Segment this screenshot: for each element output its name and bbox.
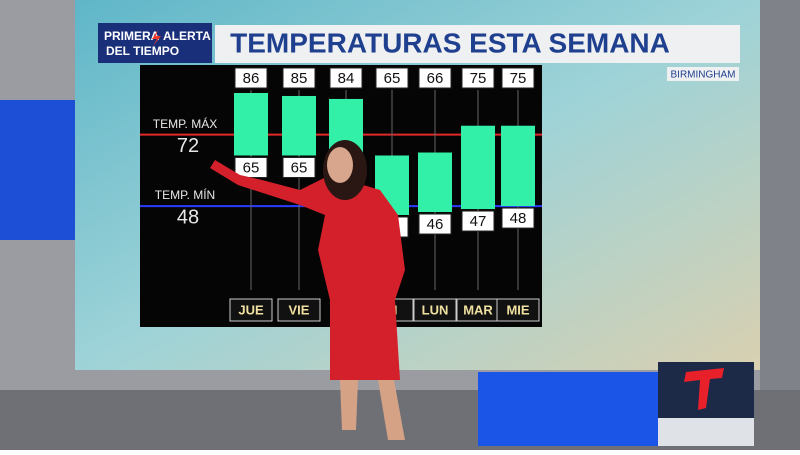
dress — [210, 160, 405, 380]
label-box — [418, 213, 452, 235]
label-box — [282, 156, 316, 178]
label-box — [461, 67, 495, 89]
badge-text: ALERTA — [163, 29, 211, 43]
location: BIRMINGHAM — [671, 70, 736, 81]
badge-text: PRIMERA — [104, 29, 160, 43]
logo-t — [684, 368, 724, 410]
label-box — [461, 210, 495, 232]
reference-value: 48 — [177, 206, 199, 228]
bar — [461, 125, 495, 210]
day-box — [229, 298, 273, 322]
label-box — [501, 207, 535, 229]
low-label: 65 — [243, 159, 260, 176]
day-box — [496, 298, 540, 322]
reference-value: 72 — [177, 135, 199, 157]
bar — [282, 95, 316, 156]
x-tick-label: MIE — [506, 302, 529, 317]
title-bar — [215, 25, 740, 63]
bar — [234, 93, 268, 156]
bar — [418, 152, 452, 213]
low-label: 48 — [510, 210, 527, 227]
label-box — [234, 67, 268, 89]
label-box — [501, 67, 535, 89]
high-label: 75 — [510, 70, 527, 87]
label-box — [234, 156, 268, 178]
low-label: 65 — [291, 159, 308, 176]
presenter — [210, 140, 405, 440]
bolt-icon — [152, 30, 161, 46]
reference-label: TEMP. MÍN — [155, 187, 215, 202]
bar — [501, 125, 535, 207]
label-box — [375, 67, 409, 89]
legs — [340, 380, 405, 440]
low-label: 46 — [427, 216, 444, 233]
x-tick-label: LUN — [422, 302, 449, 317]
chart-title: TEMPERATURAS ESTA SEMANA — [230, 27, 670, 58]
high-label: 65 — [384, 70, 401, 87]
reference-label: TEMP. MÁX — [153, 116, 217, 131]
badge-text: DEL TIEMPO — [106, 44, 179, 58]
location-bar — [667, 67, 739, 81]
x-tick-label: MAR — [463, 302, 493, 317]
low-label: 47 — [470, 213, 487, 230]
plot: TEMP. MÁX 72 TEMP. MÍN 48 86 65 JUE 85 65 VIE 84 65… — [140, 67, 542, 322]
desk-panel — [478, 372, 658, 446]
wall — [760, 0, 800, 450]
high-label: 66 — [427, 70, 444, 87]
x-tick-label: VIE — [289, 302, 310, 317]
high-label: 85 — [291, 70, 308, 87]
high-label: 84 — [338, 70, 355, 87]
label-box — [418, 67, 452, 89]
side-panel — [0, 100, 80, 240]
x-tick-label: JUE — [238, 302, 264, 317]
high-label: 86 — [243, 70, 260, 87]
high-label: 75 — [470, 70, 487, 87]
day-box — [277, 298, 321, 322]
label-box — [329, 67, 363, 89]
label-box — [282, 67, 316, 89]
day-box — [413, 298, 457, 322]
face — [327, 147, 353, 183]
